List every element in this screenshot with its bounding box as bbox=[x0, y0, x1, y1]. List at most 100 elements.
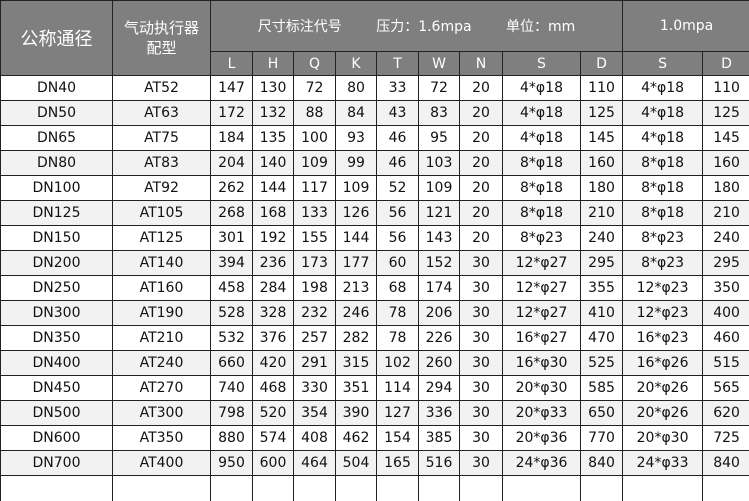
table-cell bbox=[211, 476, 253, 501]
table-cell: 16*φ23 bbox=[623, 326, 703, 351]
table-cell: 16*φ30 bbox=[503, 351, 581, 376]
table-cell: 8*φ18 bbox=[623, 151, 703, 176]
table-cell: 133 bbox=[294, 201, 336, 226]
table-cell: 78 bbox=[377, 301, 419, 326]
table-cell: 160 bbox=[703, 151, 749, 176]
table-cell: 30 bbox=[460, 301, 503, 326]
table-cell: AT92 bbox=[113, 176, 211, 201]
table-cell: 95 bbox=[419, 126, 460, 151]
table-cell: 213 bbox=[336, 276, 377, 301]
table-cell: 528 bbox=[211, 301, 253, 326]
table-cell: 172 bbox=[211, 101, 253, 126]
table-cell: AT52 bbox=[113, 76, 211, 101]
table-cell bbox=[419, 476, 460, 501]
header-nominal-diameter: 公称通径 bbox=[1, 1, 113, 76]
table-cell: 126 bbox=[336, 201, 377, 226]
table-cell: 12*φ27 bbox=[503, 301, 581, 326]
table-cell: 88 bbox=[294, 101, 336, 126]
table-cell: 20*φ26 bbox=[623, 401, 703, 426]
table-cell: 840 bbox=[703, 451, 749, 476]
table-cell: 12*φ23 bbox=[623, 301, 703, 326]
column-header-k: K bbox=[336, 52, 377, 76]
table-cell: 173 bbox=[294, 251, 336, 276]
table-cell: DN50 bbox=[1, 101, 113, 126]
column-header-l: L bbox=[211, 52, 253, 76]
table-cell: 260 bbox=[419, 351, 460, 376]
table-cell: 294 bbox=[419, 376, 460, 401]
table-cell: 152 bbox=[419, 251, 460, 276]
column-header-s: S bbox=[623, 52, 703, 76]
table-cell: 4*φ18 bbox=[623, 101, 703, 126]
table-cell: 127 bbox=[377, 401, 419, 426]
table-cell: 100 bbox=[294, 126, 336, 151]
table-cell: DN350 bbox=[1, 326, 113, 351]
table-row-cut-off bbox=[1, 476, 749, 501]
table-cell: 257 bbox=[294, 326, 336, 351]
table-cell: 770 bbox=[581, 426, 623, 451]
table-cell: 117 bbox=[294, 176, 336, 201]
table-cell: 72 bbox=[294, 76, 336, 101]
table-cell: 330 bbox=[294, 376, 336, 401]
table-cell: AT105 bbox=[113, 201, 211, 226]
table-cell: 20 bbox=[460, 126, 503, 151]
table-cell: 295 bbox=[703, 251, 749, 276]
table-cell: AT300 bbox=[113, 401, 211, 426]
table-cell: 177 bbox=[336, 251, 377, 276]
table-cell: 515 bbox=[703, 351, 749, 376]
table-cell: DN200 bbox=[1, 251, 113, 276]
table-cell: DN150 bbox=[1, 226, 113, 251]
table-cell: 30 bbox=[460, 426, 503, 451]
table-cell: 56 bbox=[377, 201, 419, 226]
table-cell: 144 bbox=[336, 226, 377, 251]
table-cell: AT160 bbox=[113, 276, 211, 301]
table-cell: 394 bbox=[211, 251, 253, 276]
table-cell: 210 bbox=[581, 201, 623, 226]
table-cell: 462 bbox=[336, 426, 377, 451]
table-cell: 12*φ27 bbox=[503, 276, 581, 301]
table-cell: 460 bbox=[703, 326, 749, 351]
table-cell: DN40 bbox=[1, 76, 113, 101]
table-cell: 46 bbox=[377, 151, 419, 176]
table-cell: DN600 bbox=[1, 426, 113, 451]
table-cell: 532 bbox=[211, 326, 253, 351]
table-cell: 20 bbox=[460, 201, 503, 226]
table-cell: 110 bbox=[581, 76, 623, 101]
table-cell: 145 bbox=[703, 126, 749, 151]
table-cell: 198 bbox=[294, 276, 336, 301]
table-cell: 144 bbox=[253, 176, 294, 201]
table-cell: 240 bbox=[703, 226, 749, 251]
table-cell: 130 bbox=[253, 76, 294, 101]
table-cell: 43 bbox=[377, 101, 419, 126]
table-cell: 20 bbox=[460, 226, 503, 251]
table-cell: 16*φ27 bbox=[503, 326, 581, 351]
table-cell: 376 bbox=[253, 326, 294, 351]
header-pressure-1.0mpa: 1.0mpa bbox=[623, 1, 749, 52]
table-cell: 458 bbox=[211, 276, 253, 301]
table-cell: 110 bbox=[703, 76, 749, 101]
table-cell: 268 bbox=[211, 201, 253, 226]
table-cell bbox=[377, 476, 419, 501]
table-cell: 385 bbox=[419, 426, 460, 451]
header-actuator: 气动执行器 配型 bbox=[113, 1, 211, 76]
table-cell: 30 bbox=[460, 451, 503, 476]
table-cell: 80 bbox=[336, 76, 377, 101]
table-cell bbox=[294, 476, 336, 501]
table-cell: 99 bbox=[336, 151, 377, 176]
table-cell: DN100 bbox=[1, 176, 113, 201]
table-cell: 8*φ18 bbox=[503, 151, 581, 176]
table-cell: 8*φ18 bbox=[623, 176, 703, 201]
table-cell: 660 bbox=[211, 351, 253, 376]
table-cell: 328 bbox=[253, 301, 294, 326]
table-cell: AT210 bbox=[113, 326, 211, 351]
column-header-w: W bbox=[419, 52, 460, 76]
column-header-d: D bbox=[703, 52, 749, 76]
table-cell: 154 bbox=[377, 426, 419, 451]
table-cell: 30 bbox=[460, 401, 503, 426]
table-cell: 109 bbox=[336, 176, 377, 201]
